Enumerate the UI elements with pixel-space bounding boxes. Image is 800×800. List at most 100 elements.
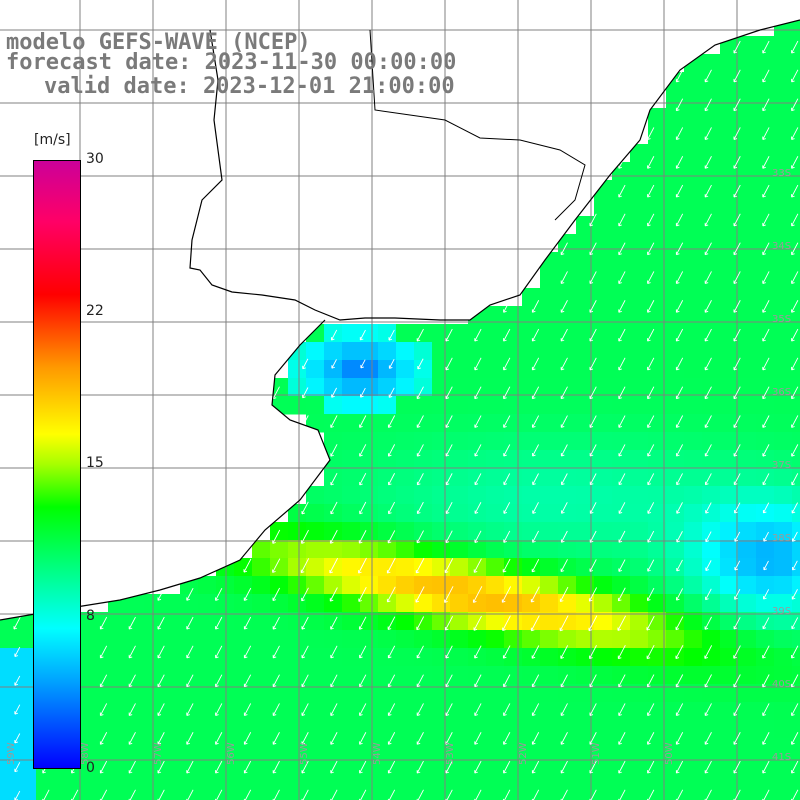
speed-cell [738, 36, 757, 55]
speed-cell [270, 594, 289, 613]
wind-arrow [359, 732, 367, 745]
wind-arrow [243, 616, 252, 630]
speed-cell [774, 738, 793, 757]
wind-arrow [359, 703, 367, 716]
wind-arrow [762, 184, 770, 198]
speed-cell [738, 54, 757, 73]
wind-arrow [128, 760, 136, 774]
speed-cell [450, 540, 469, 559]
speed-cell [792, 90, 800, 109]
wind-arrow [301, 529, 309, 544]
speed-cell [414, 486, 433, 505]
speed-cell [504, 576, 523, 595]
speed-cell [306, 702, 325, 721]
speed-cell [684, 342, 703, 361]
wind-arrow [675, 674, 684, 688]
speed-cell [342, 504, 361, 523]
speed-cell [774, 576, 793, 595]
wind-arrow [762, 645, 770, 659]
speed-cell [522, 774, 541, 793]
speed-cell [342, 324, 361, 343]
speed-cell [702, 252, 721, 271]
speed-cell [666, 486, 685, 505]
wind-arrow [733, 242, 741, 256]
speed-cell [342, 576, 361, 595]
speed-cell [360, 666, 379, 685]
speed-cell [684, 738, 703, 757]
speed-cell [450, 612, 469, 631]
speed-cell [756, 180, 775, 199]
speed-cell [558, 630, 577, 649]
speed-cell [702, 126, 721, 145]
speed-cell [90, 720, 109, 739]
land-mask [0, 0, 800, 620]
speed-cell [540, 666, 559, 685]
speed-cell [648, 450, 667, 469]
speed-cell [18, 792, 37, 800]
speed-cell [738, 630, 757, 649]
speed-cell [0, 702, 19, 721]
speed-cell [738, 684, 757, 703]
speed-cell [738, 738, 757, 757]
speed-cell [306, 540, 325, 559]
speed-cell [360, 504, 379, 523]
speed-cell [666, 630, 685, 649]
speed-cell [324, 540, 343, 559]
wind-arrow [647, 357, 655, 371]
speed-cell [234, 792, 253, 800]
speed-cell [306, 342, 325, 361]
speed-cell [432, 666, 451, 685]
wind-arrow [301, 415, 309, 428]
wind-arrow [416, 703, 424, 716]
wind-arrow [734, 502, 741, 514]
speed-cell [432, 594, 451, 613]
speed-cell [234, 756, 253, 775]
speed-cell [702, 684, 721, 703]
speed-cell [774, 648, 793, 667]
wind-arrow [474, 328, 482, 342]
speed-cell [576, 540, 595, 559]
speed-cell [540, 792, 559, 800]
speed-cell [0, 630, 19, 649]
wind-arrow [215, 616, 223, 630]
speed-cell [666, 162, 685, 181]
speed-cell [198, 792, 217, 800]
speed-cell [306, 378, 325, 397]
wind-arrow [243, 760, 252, 774]
wind-arrow [589, 300, 597, 313]
speed-cell [702, 450, 721, 469]
wind-arrow [474, 732, 482, 745]
wind-arrow [733, 156, 741, 169]
wind-arrow [733, 127, 741, 140]
speed-cell [450, 702, 469, 721]
speed-cell [792, 378, 800, 397]
wind-arrow [704, 386, 712, 400]
wind-arrow [675, 156, 684, 169]
wind-arrow [762, 156, 770, 169]
speed-cell [702, 486, 721, 505]
speed-cell [432, 630, 451, 649]
speed-cell [252, 540, 271, 559]
wind-arrow [646, 644, 655, 660]
speed-cell [774, 270, 793, 289]
wind-arrow [359, 415, 367, 428]
speed-cell [702, 702, 721, 721]
speed-cell [324, 342, 343, 361]
speed-cell [360, 612, 379, 631]
wind-arrow [215, 645, 223, 659]
speed-cell [648, 540, 667, 559]
wind-arrow [531, 760, 540, 774]
wind-arrow [215, 587, 223, 601]
speed-cell [738, 234, 757, 253]
speed-cell [360, 738, 379, 757]
speed-cell [666, 234, 685, 253]
speed-cell [756, 630, 775, 649]
speed-cell [396, 324, 415, 343]
speed-cell [630, 756, 649, 775]
speed-cell [594, 756, 613, 775]
speed-cell [612, 576, 631, 595]
speed-cell [198, 576, 217, 595]
speed-cell [18, 720, 37, 739]
wind-arrow [647, 328, 655, 342]
speed-cell [756, 450, 775, 469]
